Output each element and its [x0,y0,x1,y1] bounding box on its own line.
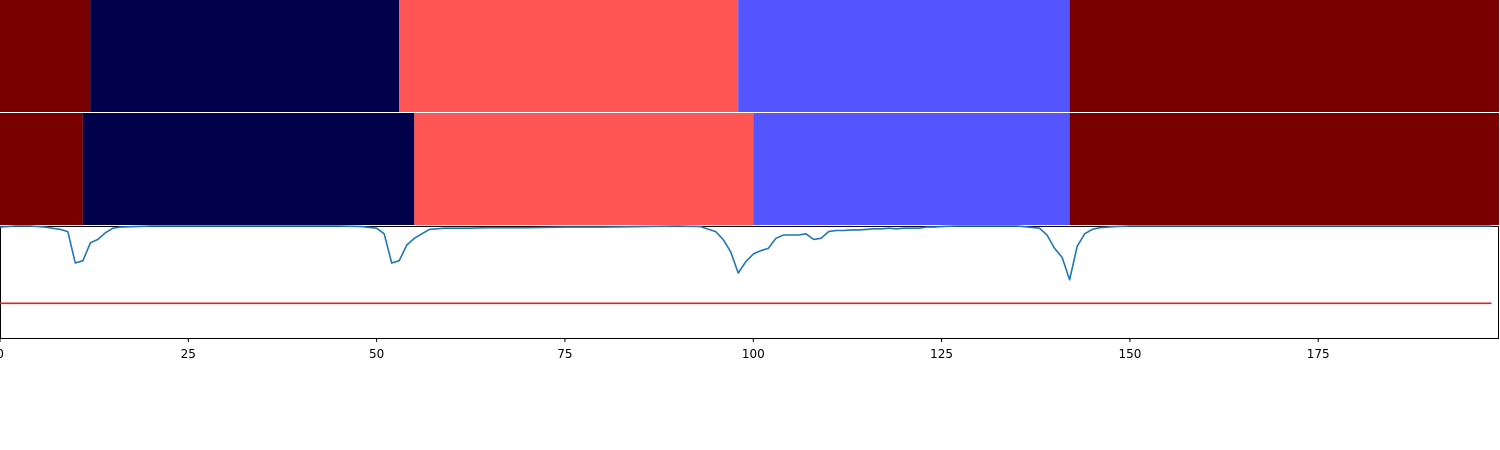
x-tick-label: 25 [181,347,196,361]
segment-bar-2-segment [0,113,83,225]
segment-bar-1-segment [0,0,91,112]
x-tick-label: 50 [369,347,384,361]
segment-bar-1-segment [399,0,739,112]
segment-bar-2-segment [753,113,1070,225]
x-tick-label: 125 [930,347,953,361]
x-tick-label: 100 [742,347,765,361]
line-series-layer [0,225,1492,305]
x-axis: 0 25 50 75 100 125 150 175 [0,338,1330,361]
x-tick-label: 175 [1307,347,1330,361]
segment-bar-2-segment [414,113,754,225]
line-panel-frame [0,226,1499,339]
segment-bar-1-segment [1069,0,1499,112]
segment-bars [0,0,1499,225]
x-tick-label: 150 [1118,347,1141,361]
segment-bar-1-segment [90,0,400,112]
segment-bar-2-segment [1069,113,1499,225]
x-tick-label: 75 [557,347,572,361]
segment-bar-2-segment [82,113,415,225]
x-tick-label: 0 [0,347,4,361]
segment-bar-1-segment [738,0,1070,112]
line-series-1 [0,225,1492,281]
